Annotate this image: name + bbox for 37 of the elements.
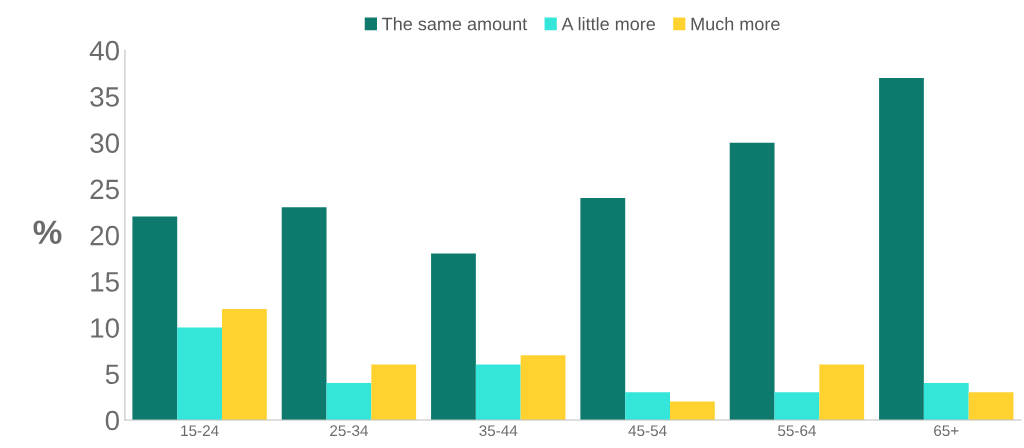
bar bbox=[326, 383, 372, 420]
x-tick-label: 45-54 bbox=[628, 425, 667, 437]
x-tick-label: 15-24 bbox=[181, 425, 219, 437]
bar bbox=[221, 309, 267, 420]
y-tick-label: 25 bbox=[90, 179, 119, 200]
legend-label: Much more bbox=[691, 17, 780, 31]
bar bbox=[431, 253, 476, 420]
y-tick-label: 30 bbox=[90, 133, 119, 153]
bar bbox=[177, 327, 222, 420]
y-tick-label: 35 bbox=[90, 87, 119, 107]
bar bbox=[729, 142, 775, 420]
bar bbox=[371, 364, 417, 420]
bar bbox=[132, 216, 178, 420]
x-tick-label: 35-44 bbox=[479, 425, 518, 437]
bar bbox=[968, 392, 1014, 420]
y-tick-label: 15 bbox=[91, 272, 119, 292]
bar bbox=[923, 383, 969, 420]
y-tick-label: 20 bbox=[90, 225, 119, 246]
y-tick-label: 0 bbox=[105, 410, 119, 431]
x-tick-label: 65+ bbox=[934, 425, 959, 437]
x-tick-label: 55-64 bbox=[778, 425, 817, 437]
legend-label: A little more bbox=[561, 17, 656, 31]
x-tick-label: 25-34 bbox=[330, 425, 369, 437]
y-tick-label: 10 bbox=[91, 318, 119, 338]
bar bbox=[580, 198, 626, 420]
bar bbox=[520, 355, 566, 420]
bar bbox=[774, 392, 820, 420]
y-tick-label: 40 bbox=[89, 40, 119, 61]
legend-label: The same amount bbox=[382, 17, 528, 31]
y-axis-title: % bbox=[33, 220, 62, 244]
bar bbox=[669, 401, 715, 420]
y-tick-label: 5 bbox=[105, 364, 119, 385]
bar bbox=[879, 77, 924, 420]
bar bbox=[819, 364, 865, 420]
bar bbox=[281, 207, 327, 420]
bar bbox=[475, 364, 521, 420]
bar bbox=[625, 392, 670, 420]
